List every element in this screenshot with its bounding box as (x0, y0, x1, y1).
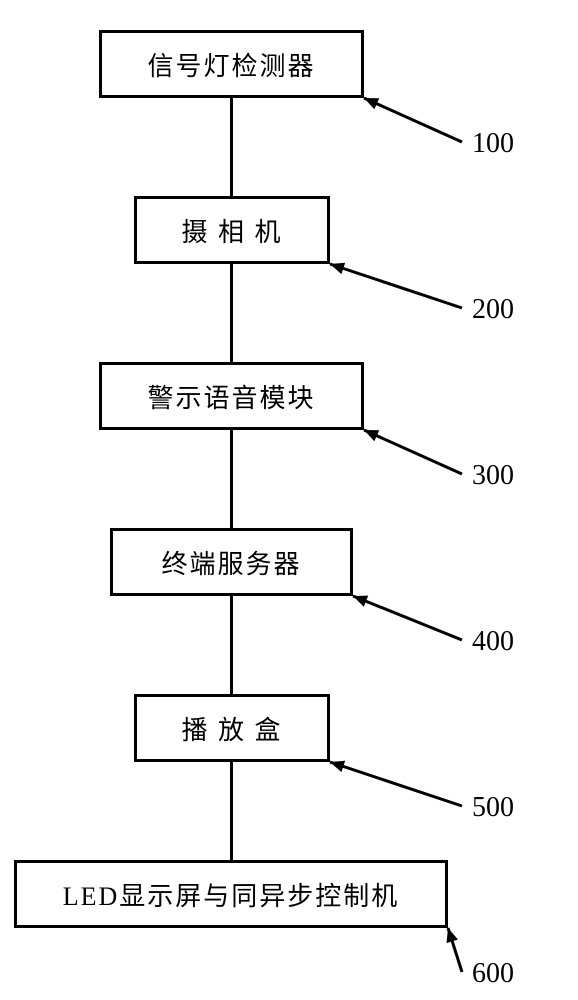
connector (230, 264, 233, 362)
connector (230, 98, 233, 196)
node-label: 警示语音模块 (147, 378, 315, 415)
connector (230, 762, 233, 860)
connector (230, 596, 233, 694)
annotation-label: 400 (472, 626, 514, 658)
node-box: LED显示屏与同异步控制机 (14, 860, 448, 928)
connector (230, 430, 233, 528)
annotation-label: 600 (472, 958, 514, 990)
annotation-label: 200 (472, 294, 514, 326)
node-box: 摄 相 机 (134, 196, 330, 264)
node-label: 信号灯检测器 (147, 46, 315, 83)
node-box: 终端服务器 (110, 528, 353, 596)
annotation-arrow (436, 916, 474, 984)
node-label: 摄 相 机 (181, 212, 282, 249)
node-box: 信号灯检测器 (99, 30, 364, 98)
annotation-arrow (341, 584, 474, 652)
annotation-arrow (352, 418, 474, 486)
node-box: 播 放 盒 (134, 694, 330, 762)
annotation-arrow (318, 252, 474, 320)
annotation-arrow (318, 750, 474, 818)
annotation-label: 100 (472, 128, 514, 160)
node-label: 终端服务器 (161, 544, 301, 581)
flowchart-diagram: 信号灯检测器摄 相 机警示语音模块终端服务器播 放 盒 LED显示屏与同异步控制机… (0, 0, 578, 1000)
node-label: 播 放 盒 (181, 710, 282, 747)
annotation-arrow (352, 86, 474, 154)
node-box: 警示语音模块 (99, 362, 364, 430)
node-label: LED显示屏与同异步控制机 (63, 876, 400, 913)
annotation-label: 500 (472, 792, 514, 824)
annotation-label: 300 (472, 460, 514, 492)
